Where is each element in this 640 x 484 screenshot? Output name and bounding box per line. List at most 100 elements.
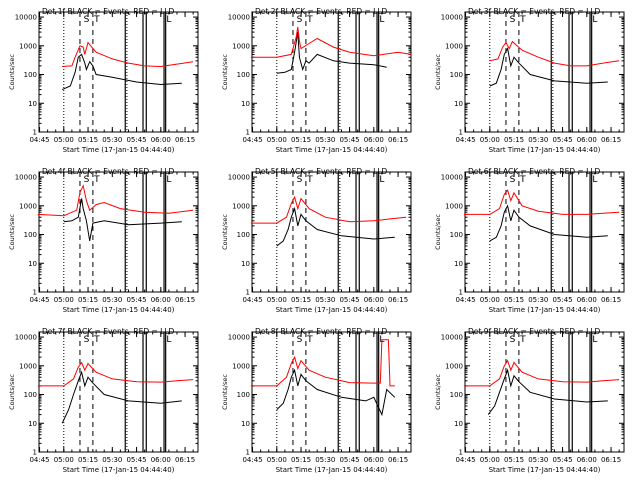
y-tick-label: 100 — [24, 231, 37, 239]
y-axis-label: Counts/sec — [221, 214, 229, 250]
x-tick-label: 05:30 — [315, 136, 335, 144]
x-axis-label: Start Time (17-Jan-15 04:44:40) — [276, 466, 388, 474]
x-axis-label: Start Time (17-Jan-15 04:44:40) — [489, 306, 601, 314]
x-tick-label: 04:45 — [455, 456, 475, 464]
x-tick-label: 05:00 — [267, 296, 287, 304]
y-tick-label: 10 — [454, 100, 463, 108]
y-tick-label: 10000 — [15, 14, 37, 22]
region-label: S — [510, 175, 516, 185]
x-tick-label: 05:15 — [78, 296, 98, 304]
y-tick-label: 100 — [450, 231, 463, 239]
y-tick-label: 100 — [237, 71, 250, 79]
y-tick-label: 1000 — [232, 202, 250, 210]
region-label: L — [592, 335, 597, 345]
y-tick-label: 100 — [450, 71, 463, 79]
x-tick-label: 05:45 — [126, 456, 146, 464]
y-tick-label: 100 — [237, 391, 250, 399]
x-tick-label: 06:15 — [175, 296, 195, 304]
series-line-events — [276, 368, 396, 417]
x-tick-label: 06:15 — [601, 456, 621, 464]
region-label: S — [84, 335, 90, 345]
x-tick-label: 05:00 — [54, 456, 74, 464]
series-line-lld — [250, 195, 407, 224]
y-tick-label: 1 — [246, 289, 250, 297]
x-tick-label: 05:15 — [504, 296, 524, 304]
axes-frame — [38, 11, 199, 133]
y-tick-label: 1 — [246, 129, 250, 137]
x-tick-label: 05:45 — [339, 136, 359, 144]
y-tick-label: 10000 — [228, 14, 250, 22]
x-tick-label: 06:00 — [151, 456, 171, 464]
y-tick-label: 1000 — [232, 42, 250, 50]
y-axis-label: Counts/sec — [434, 54, 442, 90]
series-line-lld — [489, 40, 620, 67]
y-tick-label: 1 — [459, 129, 463, 137]
y-tick-label: 10 — [454, 420, 463, 428]
x-tick-label: 05:00 — [480, 456, 500, 464]
x-tick-label: 05:45 — [552, 456, 572, 464]
x-tick-label: 06:15 — [601, 136, 621, 144]
y-tick-label: 10 — [28, 100, 37, 108]
x-axis-label: Start Time (17-Jan-15 04:44:40) — [489, 146, 601, 154]
axes-frame — [464, 171, 625, 293]
series-line-lld — [37, 361, 194, 387]
y-tick-label: 1000 — [19, 42, 37, 50]
x-tick-label: 06:00 — [151, 136, 171, 144]
x-tick-label: 05:45 — [339, 296, 359, 304]
series-line-events — [61, 370, 182, 424]
y-tick-label: 1 — [246, 449, 250, 457]
axes-frame — [251, 11, 412, 133]
x-tick-label: 05:45 — [552, 296, 572, 304]
x-tick-label: 04:45 — [455, 296, 475, 304]
y-axis-label: Counts/sec — [221, 374, 229, 410]
x-tick-label: 05:00 — [54, 136, 74, 144]
axes-frame — [464, 331, 625, 453]
region-label: S — [510, 335, 516, 345]
y-tick-label: 10 — [454, 260, 463, 268]
y-tick-label: 10000 — [441, 14, 463, 22]
y-tick-label: 1000 — [19, 202, 37, 210]
x-tick-label: 04:45 — [29, 136, 49, 144]
y-tick-label: 100 — [450, 391, 463, 399]
y-tick-label: 100 — [24, 71, 37, 79]
x-tick-label: 04:45 — [455, 136, 475, 144]
x-tick-label: 06:00 — [364, 456, 384, 464]
region-label: L — [166, 335, 171, 345]
y-axis-label: Counts/sec — [434, 214, 442, 250]
y-tick-label: 1 — [33, 449, 37, 457]
x-axis-label: Start Time (17-Jan-15 04:44:40) — [276, 306, 388, 314]
region-label: L — [592, 15, 597, 25]
series-line-events — [276, 32, 387, 74]
series-line-events — [63, 198, 182, 241]
y-tick-label: 10000 — [15, 174, 37, 182]
x-tick-label: 05:30 — [315, 296, 335, 304]
region-label: L — [166, 15, 171, 25]
x-tick-label: 05:15 — [78, 136, 98, 144]
series-line-events — [489, 47, 608, 87]
x-axis-label: Start Time (17-Jan-15 04:44:40) — [276, 146, 388, 154]
region-label: S — [84, 15, 90, 25]
x-tick-label: 04:45 — [29, 296, 49, 304]
y-tick-label: 10000 — [228, 334, 250, 342]
x-tick-label: 04:45 — [29, 456, 49, 464]
y-tick-label: 1 — [459, 289, 463, 297]
region-label: L — [379, 15, 384, 25]
x-tick-label: 06:15 — [388, 136, 408, 144]
y-tick-label: 10000 — [228, 174, 250, 182]
x-tick-label: 05:00 — [480, 136, 500, 144]
series-line-lld — [463, 359, 620, 387]
x-tick-label: 04:45 — [242, 296, 262, 304]
region-label: S — [510, 15, 516, 25]
x-tick-label: 05:30 — [528, 136, 548, 144]
x-tick-label: 06:00 — [577, 296, 597, 304]
axes-frame — [38, 331, 199, 453]
x-tick-label: 06:00 — [364, 136, 384, 144]
